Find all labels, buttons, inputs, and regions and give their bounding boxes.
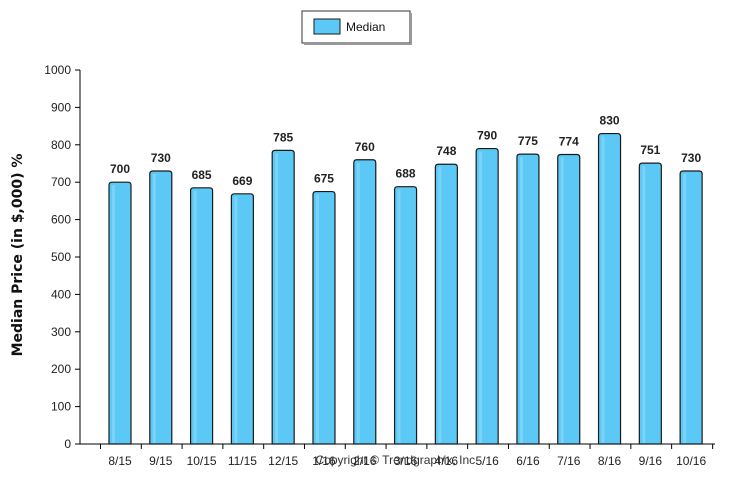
bar-value-label: 675 [314, 172, 334, 186]
bar-value-label: 760 [355, 140, 375, 154]
y-tick-label: 800 [51, 138, 71, 152]
legend-swatch [313, 18, 341, 35]
legend-shadow [410, 13, 412, 45]
x-tick-label: 7/16 [557, 454, 581, 468]
x-tick-label: 9/16 [639, 454, 663, 468]
x-tick-label: 4/16 [435, 454, 459, 468]
data-labels: 700 730 685 669 785 675 760 688 748 790 775 774 830 7… [110, 114, 701, 188]
y-tick-label: 1000 [44, 63, 71, 77]
x-tick-label: 12/15 [268, 454, 298, 468]
bar-value-label: 830 [600, 114, 620, 128]
bar-highlight [315, 194, 319, 443]
bar-highlight [560, 157, 564, 444]
x-tick-label: 9/15 [149, 454, 173, 468]
bar-highlight [438, 167, 442, 444]
bar-value-label: 751 [640, 143, 660, 157]
y-tick-label: 700 [51, 175, 71, 189]
bar-value-label: 775 [518, 134, 538, 148]
bar-value-label: 669 [232, 174, 252, 188]
y-tick-label: 200 [51, 362, 71, 376]
bar-highlight [601, 136, 605, 443]
y-tick-label: 300 [51, 325, 71, 339]
legend-shadow-bottom [304, 43, 412, 45]
bar-highlight [112, 185, 115, 443]
y-tick-label: 600 [51, 213, 71, 227]
bar-highlight [275, 153, 279, 443]
x-tick-label: 10/16 [676, 454, 706, 468]
bar-value-label: 730 [681, 151, 701, 165]
bar-highlight [683, 173, 687, 444]
x-tick-label: 1/16 [312, 454, 336, 468]
bar-value-label: 790 [477, 129, 497, 143]
legend: Median [301, 10, 412, 45]
x-tick-label: 8/16 [598, 454, 622, 468]
x-tick-label: 10/15 [187, 454, 217, 468]
bar-value-label: 685 [192, 168, 212, 182]
x-tick-label: 8/15 [108, 454, 132, 468]
legend-label: Median [346, 20, 385, 34]
bar-value-label: 774 [559, 135, 579, 149]
bar-highlight [479, 151, 483, 444]
copyright-text: Copyright © Trendgraphix, Inc. [316, 453, 479, 467]
y-tick-label: 500 [51, 250, 71, 264]
x-tick-label: 3/16 [394, 454, 418, 468]
y-tick-label: 0 [64, 437, 71, 451]
bar-value-label: 688 [396, 167, 416, 181]
bar-value-label: 748 [436, 144, 456, 158]
bar-highlight [234, 196, 238, 443]
bar-highlight [519, 157, 523, 443]
x-tick-label: 11/15 [228, 454, 257, 468]
bar-highlight [356, 162, 360, 443]
bar-value-label: 700 [110, 162, 130, 176]
bar-value-label: 730 [151, 151, 171, 165]
bars [108, 132, 703, 445]
x-tick-label: 6/16 [516, 454, 540, 468]
x-axis-ticks: 8/15 9/15 10/15 11/15 12/15 1/16 2/16 3/16 4/16 5… [100, 444, 714, 468]
x-tick-label: 2/16 [353, 454, 377, 468]
y-tick-label: 900 [51, 100, 71, 114]
bar-highlight [193, 190, 197, 443]
y-axis-title: Median Price (in $,000) % [10, 154, 26, 357]
bar-value-label: 785 [273, 130, 293, 144]
y-tick-label: 400 [51, 287, 71, 301]
bar-highlight [152, 173, 156, 444]
y-axis-ticks: 0 100 200 300 400 500 600 700 800 900 1000 [44, 63, 80, 451]
x-tick-label: 5/16 [475, 454, 499, 468]
bar-highlight [642, 166, 646, 443]
y-tick-label: 100 [51, 400, 71, 414]
bar-highlight [397, 189, 401, 443]
